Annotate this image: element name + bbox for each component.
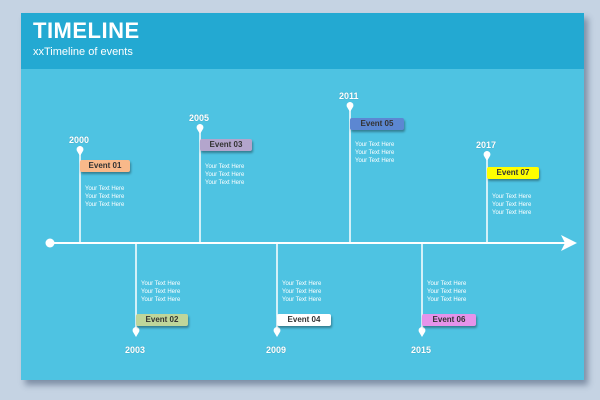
event-year: 2005 <box>189 113 210 123</box>
event-description-line: Your Text Here <box>492 210 532 216</box>
event-description-line: Your Text Here <box>282 289 322 295</box>
event-description-line: Your Text Here <box>85 194 125 200</box>
event-description-line: Your Text Here <box>282 281 322 287</box>
event-description-line: Your Text Here <box>492 202 532 208</box>
timeline-start-dot <box>45 238 55 248</box>
event-label: Event 06 <box>422 314 476 326</box>
event-label: Event 03 <box>200 139 252 151</box>
map-pin-icon <box>76 146 84 156</box>
page-title: TIMELINE <box>33 18 140 43</box>
map-pin-icon <box>196 123 204 134</box>
event-description-line: Your Text Here <box>141 281 181 287</box>
timeline-arrow-icon <box>561 235 577 251</box>
event-year: 2015 <box>411 345 432 355</box>
event-description-line: Your Text Here <box>355 142 395 148</box>
map-pin-icon <box>132 327 140 337</box>
event-description-line: Your Text Here <box>205 172 245 178</box>
map-pin-icon <box>346 102 354 112</box>
event-year: 2017 <box>476 140 497 150</box>
event-label: Event 07 <box>487 167 539 179</box>
event-label: Event 02 <box>136 314 188 326</box>
event-description-line: Your Text Here <box>427 289 467 295</box>
event-description: Your Text Here Your Text Here Your Text He… <box>141 280 201 304</box>
map-pin-icon <box>273 327 281 337</box>
event-description-line: Your Text Here <box>85 202 125 208</box>
event-label: Event 05 <box>350 118 404 130</box>
page-subtitle: xxTimeline of events <box>33 46 133 58</box>
event-year: 2009 <box>266 345 287 355</box>
event-description: Your Text Here Your Text Here Your Text He… <box>427 280 487 304</box>
event-label: Event 01 <box>80 160 130 172</box>
event-description-line: Your Text Here <box>355 150 395 156</box>
event-description-line: Your Text Here <box>492 194 532 200</box>
event-description-line: Your Text Here <box>427 281 467 287</box>
event-year: 2003 <box>125 345 146 355</box>
event-label: Event 04 <box>277 314 331 326</box>
timeline-slide: TIMELINE xxTimeline of events 2000 Event … <box>21 13 584 380</box>
event-year: 2000 <box>69 135 90 145</box>
event-description-line: Your Text Here <box>355 158 395 164</box>
event-description-line: Your Text Here <box>85 186 125 192</box>
event-description: Your Text Here Your Text Here Your Text He… <box>282 280 342 304</box>
event-description: Your Text Here Your Text Here Your Text He… <box>85 185 145 209</box>
event-description: Your Text Here Your Text Here Your Text He… <box>355 141 415 165</box>
event-description: Your Text Here Your Text Here Your Text He… <box>205 163 265 187</box>
event-year: 2011 <box>339 91 359 101</box>
event-description: Your Text Here Your Text Here Your Text He… <box>492 193 552 217</box>
event-description-line: Your Text Here <box>141 297 181 303</box>
event-description-line: Your Text Here <box>141 289 181 295</box>
event-description-line: Your Text Here <box>205 164 245 170</box>
event-description-line: Your Text Here <box>427 297 467 303</box>
event-description-line: Your Text Here <box>282 297 322 303</box>
header-bar: TIMELINE xxTimeline of events <box>21 13 584 69</box>
event-description-line: Your Text Here <box>205 180 245 186</box>
map-pin-icon <box>418 327 426 337</box>
map-pin-icon <box>483 150 491 161</box>
